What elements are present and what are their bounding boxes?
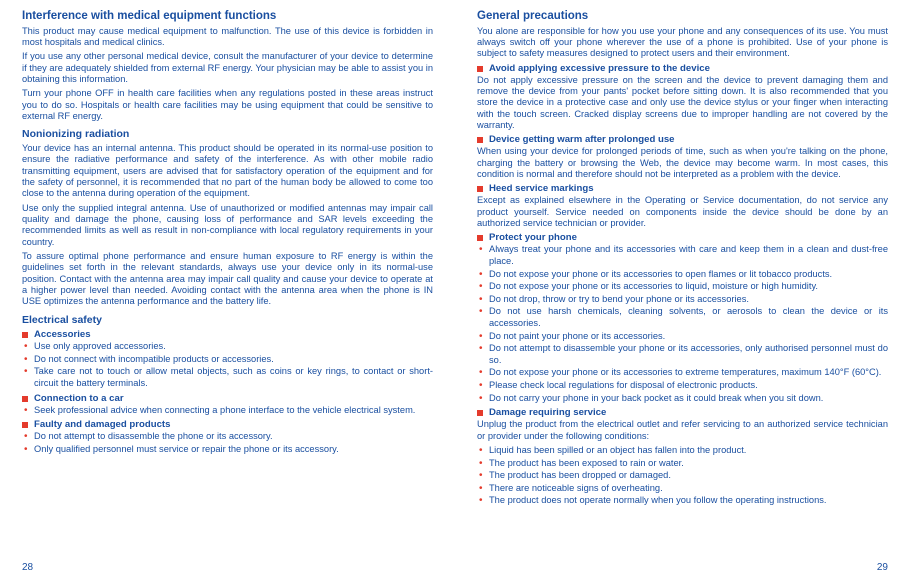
list-item: Do not paint your phone or its accessori… [489, 331, 888, 343]
paragraph: Your device has an internal antenna. Thi… [22, 143, 433, 200]
list-damage-service: Liquid has been spilled or an object has… [477, 445, 888, 507]
paragraph: This product may cause medical equipment… [22, 26, 433, 49]
list-item: Do not expose your phone or its accessor… [489, 281, 888, 293]
list-item: The product has been dropped or damaged. [489, 470, 888, 482]
list-faulty-products: Do not attempt to disassemble the phone … [22, 431, 433, 455]
subheading-pressure: Avoid applying excessive pressure to the… [477, 63, 888, 74]
heading-nonionizing: Nonionizing radiation [22, 128, 433, 141]
subheading-service-markings: Heed service markings [477, 183, 888, 194]
paragraph: Do not apply excessive pressure on the s… [477, 75, 888, 132]
list-item: Do not expose your phone or its accessor… [489, 367, 888, 379]
list-item: Always treat your phone and its accessor… [489, 244, 888, 267]
subheading-warm: Device getting warm after prolonged use [477, 134, 888, 145]
paragraph: When using your device for prolonged per… [477, 146, 888, 180]
paragraph: To assure optimal phone performance and … [22, 251, 433, 308]
subheading-car-connection: Connection to a car [22, 393, 433, 404]
list-item: The product does not operate normally wh… [489, 495, 888, 507]
list-item: Please check local regulations for dispo… [489, 380, 888, 392]
list-item: Take care not to touch or allow metal ob… [34, 366, 433, 389]
list-car-connection: Seek professional advice when connecting… [22, 405, 433, 417]
list-item: Do not use harsh chemicals, cleaning sol… [489, 306, 888, 329]
subheading-protect-phone: Protect your phone [477, 232, 888, 243]
list-item: Do not connect with incompatible product… [34, 354, 433, 366]
list-protect-phone: Always treat your phone and its accessor… [477, 244, 888, 404]
page-right-content: General precautions You alone are respon… [477, 10, 888, 560]
paragraph: Unplug the product from the electrical o… [477, 419, 888, 442]
paragraph: If you use any other personal medical de… [22, 51, 433, 85]
subheading-faulty-products: Faulty and damaged products [22, 419, 433, 430]
list-item: Do not attempt to disassemble your phone… [489, 343, 888, 366]
list-item: Do not attempt to disassemble the phone … [34, 431, 433, 443]
page-number-right: 29 [477, 560, 888, 573]
list-item: Liquid has been spilled or an object has… [489, 445, 888, 457]
paragraph: Except as explained elsewhere in the Ope… [477, 195, 888, 229]
list-item: Do not expose your phone or its accessor… [489, 269, 888, 281]
subheading-accessories: Accessories [22, 329, 433, 340]
list-item: The product has been exposed to rain or … [489, 458, 888, 470]
list-item: Seek professional advice when connecting… [34, 405, 433, 417]
page-right: General precautions You alone are respon… [455, 0, 910, 579]
list-accessories: Use only approved accessories. Do not co… [22, 341, 433, 389]
paragraph: Use only the supplied integral antenna. … [22, 203, 433, 248]
heading-electrical-safety: Electrical safety [22, 314, 433, 327]
page-left-content: Interference with medical equipment func… [22, 10, 433, 560]
list-item: Use only approved accessories. [34, 341, 433, 353]
list-item: Only qualified personnel must service or… [34, 444, 433, 456]
paragraph: Turn your phone OFF in health care facil… [22, 88, 433, 122]
list-item: There are noticeable signs of overheatin… [489, 483, 888, 495]
paragraph: You alone are responsible for how you us… [477, 26, 888, 60]
page-number-left: 28 [22, 560, 433, 573]
list-item: Do not drop, throw or try to bend your p… [489, 294, 888, 306]
subheading-damage-service: Damage requiring service [477, 407, 888, 418]
heading-interference: Interference with medical equipment func… [22, 10, 433, 24]
heading-general-precautions: General precautions [477, 10, 888, 24]
manual-spread: Interference with medical equipment func… [0, 0, 910, 579]
page-left: Interference with medical equipment func… [0, 0, 455, 579]
list-item: Do not carry your phone in your back poc… [489, 393, 888, 405]
